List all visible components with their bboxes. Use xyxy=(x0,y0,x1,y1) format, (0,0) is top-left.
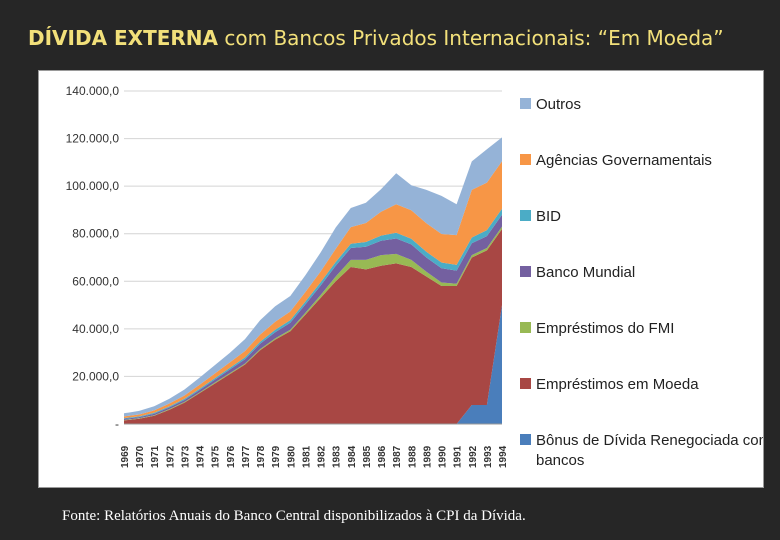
legend-swatch xyxy=(520,322,531,333)
area-series-7 xyxy=(124,137,502,417)
page-title: DÍVIDA EXTERNA com Bancos Privados Inter… xyxy=(28,26,724,50)
legend-label: Empréstimos do FMI xyxy=(536,320,674,337)
y-tick-label: 140.000,0 xyxy=(66,84,120,98)
legend-swatch xyxy=(520,98,531,109)
x-tick-label: 1978 xyxy=(256,445,267,468)
x-tick-label: 1993 xyxy=(483,445,494,468)
x-tick-label: 1973 xyxy=(180,445,191,468)
x-tick-label: 1992 xyxy=(468,445,479,468)
legend-label: BID xyxy=(536,208,561,225)
x-tick-label: 1976 xyxy=(226,445,237,468)
area-series-2 xyxy=(124,229,502,424)
legend-label: Outros xyxy=(536,96,581,113)
stacked-area-chart: - 20.000,0 40.000,0 60.000,0 80.000,0 100.000… xyxy=(66,84,763,469)
y-tick-label: 60.000,0 xyxy=(72,274,119,288)
y-tick-label: 100.000,0 xyxy=(66,179,120,193)
y-tick-label: 40.000,0 xyxy=(72,322,119,336)
y-tick-label: 120.000,0 xyxy=(66,132,120,146)
x-tick-label: 1977 xyxy=(241,445,252,468)
x-tick-label: 1971 xyxy=(150,445,161,468)
y-tick-label: - xyxy=(115,417,119,431)
page-title-rest: com Bancos Privados Internacionais: “Em … xyxy=(218,26,724,50)
x-tick-label: 1985 xyxy=(362,445,373,468)
y-tick-label: 80.000,0 xyxy=(72,227,119,241)
source-note: Fonte: Relatórios Anuais do Banco Centra… xyxy=(62,508,526,524)
area-series-6 xyxy=(124,161,502,419)
x-tick-label: 1979 xyxy=(271,445,282,468)
x-tick-label: 1981 xyxy=(301,445,312,468)
legend-swatch xyxy=(520,266,531,277)
x-tick-label: 1983 xyxy=(332,445,343,468)
legend-label: Empréstimos em Moeda xyxy=(536,376,699,393)
x-tick-label: 1982 xyxy=(317,445,328,468)
legend-swatch xyxy=(520,210,531,221)
legend-label: Banco Mundial xyxy=(536,264,635,281)
legend-swatch xyxy=(520,378,531,389)
legend-label: Agências Governamentais xyxy=(536,152,712,169)
x-tick-label: 1990 xyxy=(438,445,449,468)
legend-label: Bônus de Dívida Renegociada com bancos xyxy=(536,432,763,469)
x-tick-label: 1980 xyxy=(286,445,297,468)
x-tick-label: 1974 xyxy=(196,445,207,468)
chart-panel: - 20.000,0 40.000,0 60.000,0 80.000,0 100.000… xyxy=(38,70,764,488)
page-title-strong: DÍVIDA EXTERNA xyxy=(28,26,219,50)
x-tick-label: 1969 xyxy=(120,445,131,468)
x-tick-label: 1991 xyxy=(453,445,464,468)
legend-swatch xyxy=(520,434,531,445)
x-tick-label: 1984 xyxy=(347,445,358,468)
x-tick-label: 1972 xyxy=(165,445,176,468)
legend-swatch xyxy=(520,154,531,165)
y-tick-label: 20.000,0 xyxy=(72,369,119,383)
x-tick-label: 1975 xyxy=(211,445,222,468)
x-tick-label: 1988 xyxy=(407,445,418,468)
x-tick-label: 1970 xyxy=(135,445,146,468)
x-tick-label: 1994 xyxy=(498,445,509,468)
x-tick-label: 1986 xyxy=(377,445,388,468)
x-tick-label: 1987 xyxy=(392,445,403,468)
x-tick-label: 1989 xyxy=(422,445,433,468)
